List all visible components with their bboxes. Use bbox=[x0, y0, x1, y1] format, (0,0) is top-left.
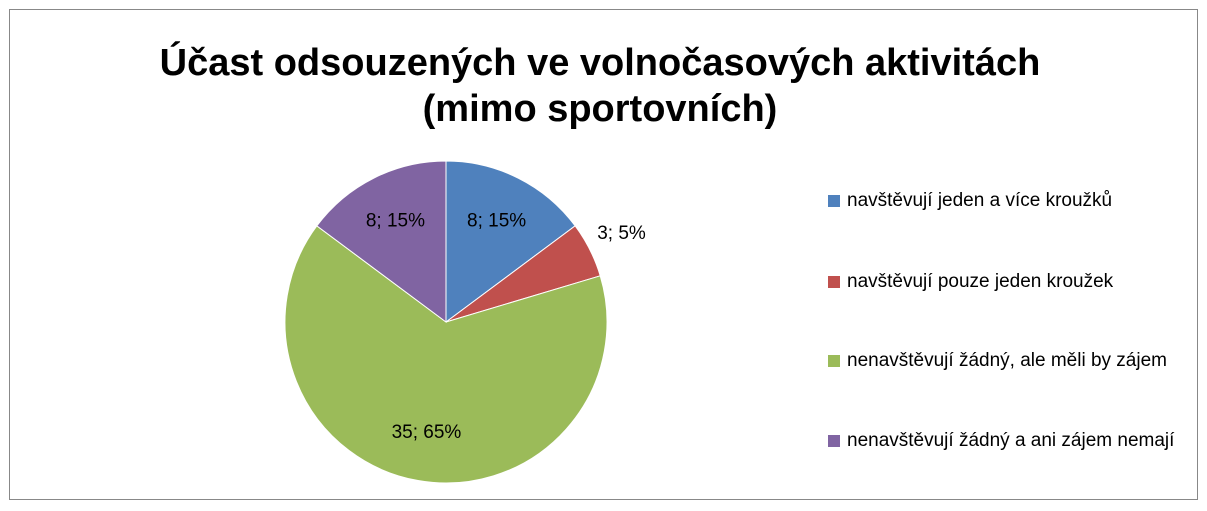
legend-swatch bbox=[828, 195, 840, 207]
legend-swatch bbox=[828, 276, 840, 288]
legend-label: nenavštěvují žádný, ale měli by zájem bbox=[847, 350, 1167, 371]
legend-label: navštěvují jeden a více kroužků bbox=[847, 190, 1113, 211]
data-label: 3; 5% bbox=[597, 223, 646, 244]
legend-swatch bbox=[828, 435, 840, 447]
pie-slice bbox=[316, 160, 447, 323]
legend-label: navštěvují pouze jeden kroužek bbox=[847, 271, 1114, 292]
chart-title: Účast odsouzených ve volnočasových aktiv… bbox=[159, 42, 1041, 130]
chart-border bbox=[9, 9, 1198, 500]
legend-label: nenavštěvují žádný a ani zájem nemají bbox=[847, 430, 1175, 451]
legend-item: navštěvují jeden a více kroužků bbox=[828, 184, 1182, 217]
data-label: 35; 65% bbox=[392, 422, 462, 443]
pie-slice bbox=[445, 160, 576, 323]
pie-slice bbox=[284, 225, 608, 484]
legend-swatch bbox=[828, 355, 840, 367]
data-label: 8; 15% bbox=[366, 210, 425, 231]
data-label: 8; 15% bbox=[467, 210, 526, 231]
legend-item: navštěvují pouze jeden kroužek bbox=[828, 265, 1182, 298]
legend-item: nenavštěvují žádný, ale měli by zájem bbox=[828, 344, 1182, 377]
legend-item: nenavštěvují žádný a ani zájem nemají bbox=[828, 424, 1182, 457]
